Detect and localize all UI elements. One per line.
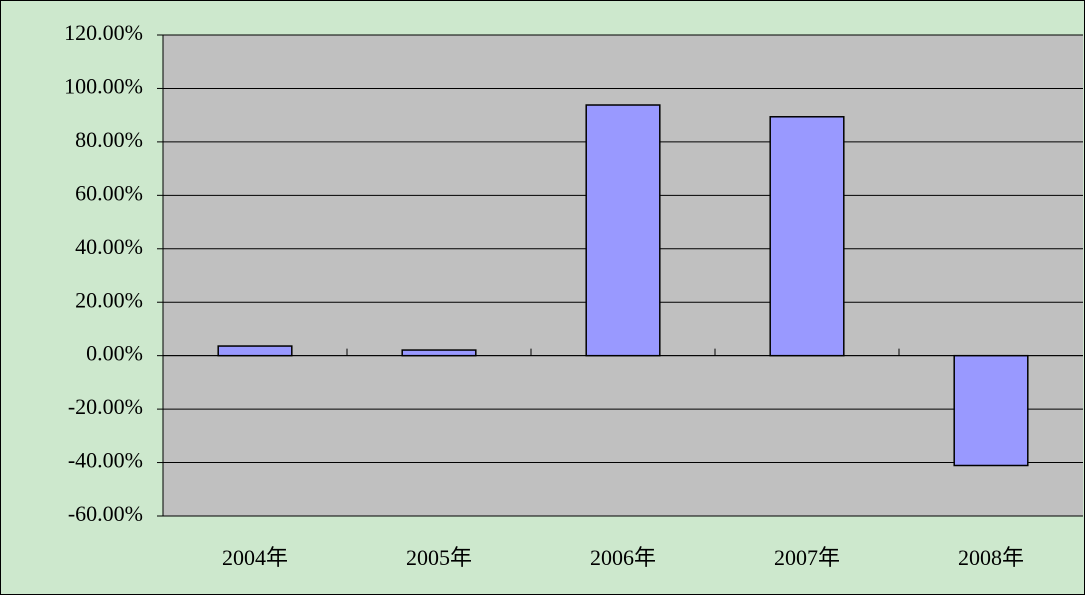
y-tick-label: -20.00% [68,394,143,419]
bar [953,354,1029,467]
y-tick-label: 40.00% [75,234,143,259]
x-tick-label: 2007年 [774,545,840,570]
x-tick-label: 2004年 [222,545,288,570]
x-tick-label: 2008年 [958,545,1024,570]
bar [401,349,477,357]
y-tick-label: 0.00% [86,341,143,366]
y-tick-label: -40.00% [68,448,143,473]
y-tick-label: 20.00% [75,287,143,312]
y-tick-label: 100.00% [64,73,143,98]
bar [769,116,845,357]
y-tick-label: 60.00% [75,180,143,205]
bar [217,345,293,357]
y-tick-label: -60.00% [68,501,143,526]
x-tick-label: 2005年 [406,545,472,570]
x-tick-label: 2006年 [590,545,656,570]
y-tick-label: 120.00% [64,20,143,45]
bar [585,104,661,357]
y-tick-label: 80.00% [75,127,143,152]
